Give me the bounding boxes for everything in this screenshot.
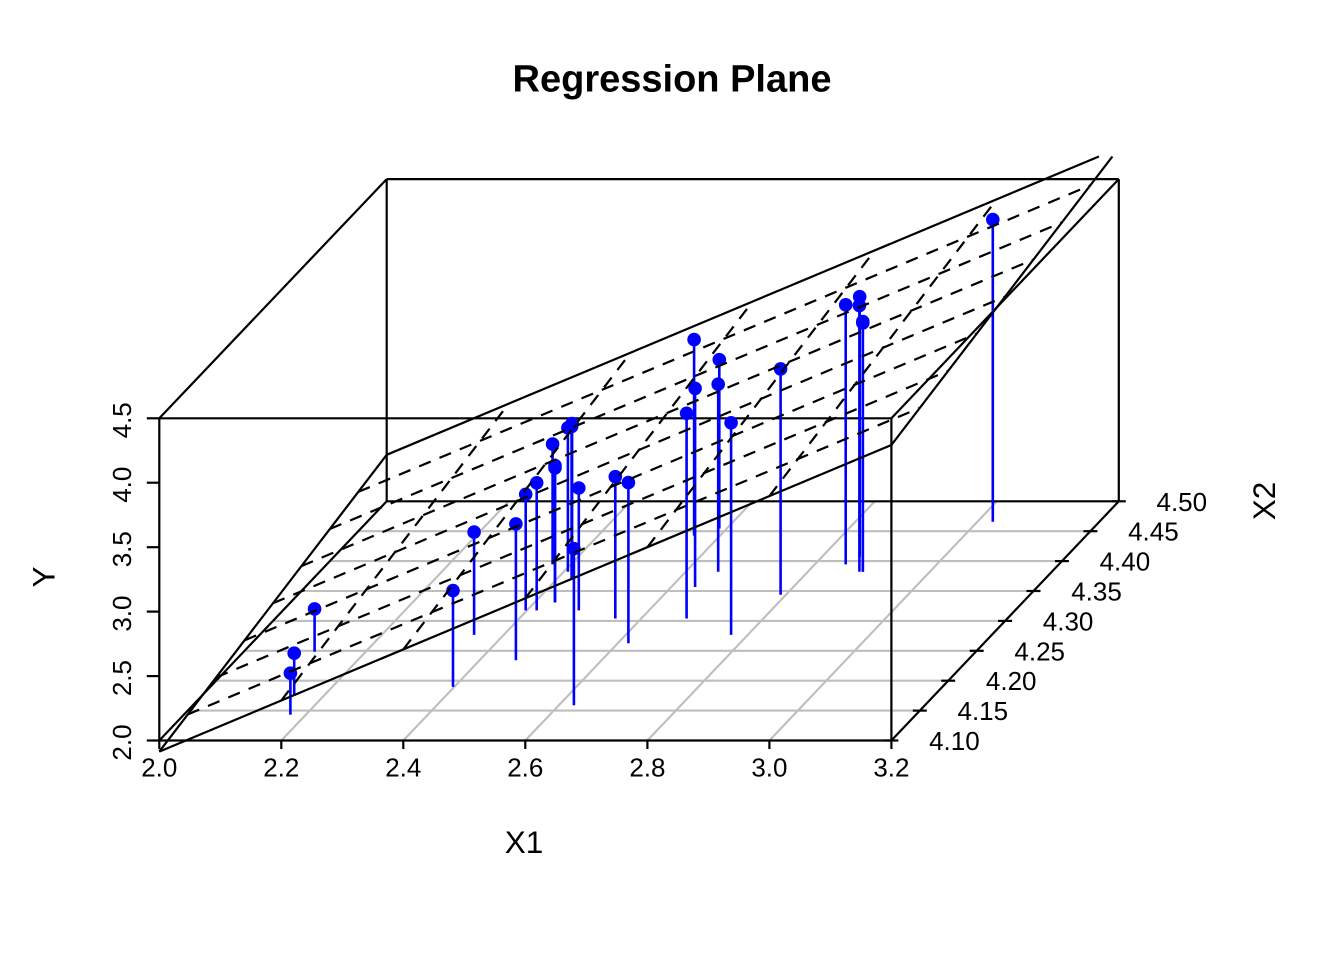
svg-text:3.0: 3.0 (107, 596, 137, 632)
svg-text:2.0: 2.0 (141, 752, 177, 782)
svg-text:2.5: 2.5 (107, 660, 137, 696)
svg-text:X1: X1 (505, 824, 544, 860)
svg-text:4.5: 4.5 (107, 402, 137, 438)
svg-text:4.25: 4.25 (1014, 636, 1065, 666)
svg-text:4.45: 4.45 (1128, 517, 1179, 547)
svg-text:4.10: 4.10 (929, 726, 980, 756)
svg-text:2.0: 2.0 (107, 724, 137, 760)
svg-text:4.15: 4.15 (957, 696, 1008, 726)
svg-text:Regression Plane: Regression Plane (513, 59, 832, 101)
svg-text:3.0: 3.0 (751, 752, 787, 782)
svg-text:3.5: 3.5 (107, 531, 137, 567)
svg-text:4.20: 4.20 (986, 666, 1037, 696)
svg-text:4.30: 4.30 (1043, 606, 1094, 636)
svg-text:3.2: 3.2 (873, 752, 909, 782)
svg-text:2.6: 2.6 (507, 752, 543, 782)
svg-text:4.0: 4.0 (107, 467, 137, 503)
svg-text:4.50: 4.50 (1156, 487, 1207, 517)
svg-text:4.35: 4.35 (1071, 577, 1122, 607)
svg-text:Y: Y (25, 566, 61, 587)
svg-text:2.2: 2.2 (263, 752, 299, 782)
svg-text:4.40: 4.40 (1100, 547, 1151, 577)
svg-text:X2: X2 (1246, 482, 1282, 521)
svg-text:2.8: 2.8 (629, 752, 665, 782)
svg-text:2.4: 2.4 (385, 752, 421, 782)
